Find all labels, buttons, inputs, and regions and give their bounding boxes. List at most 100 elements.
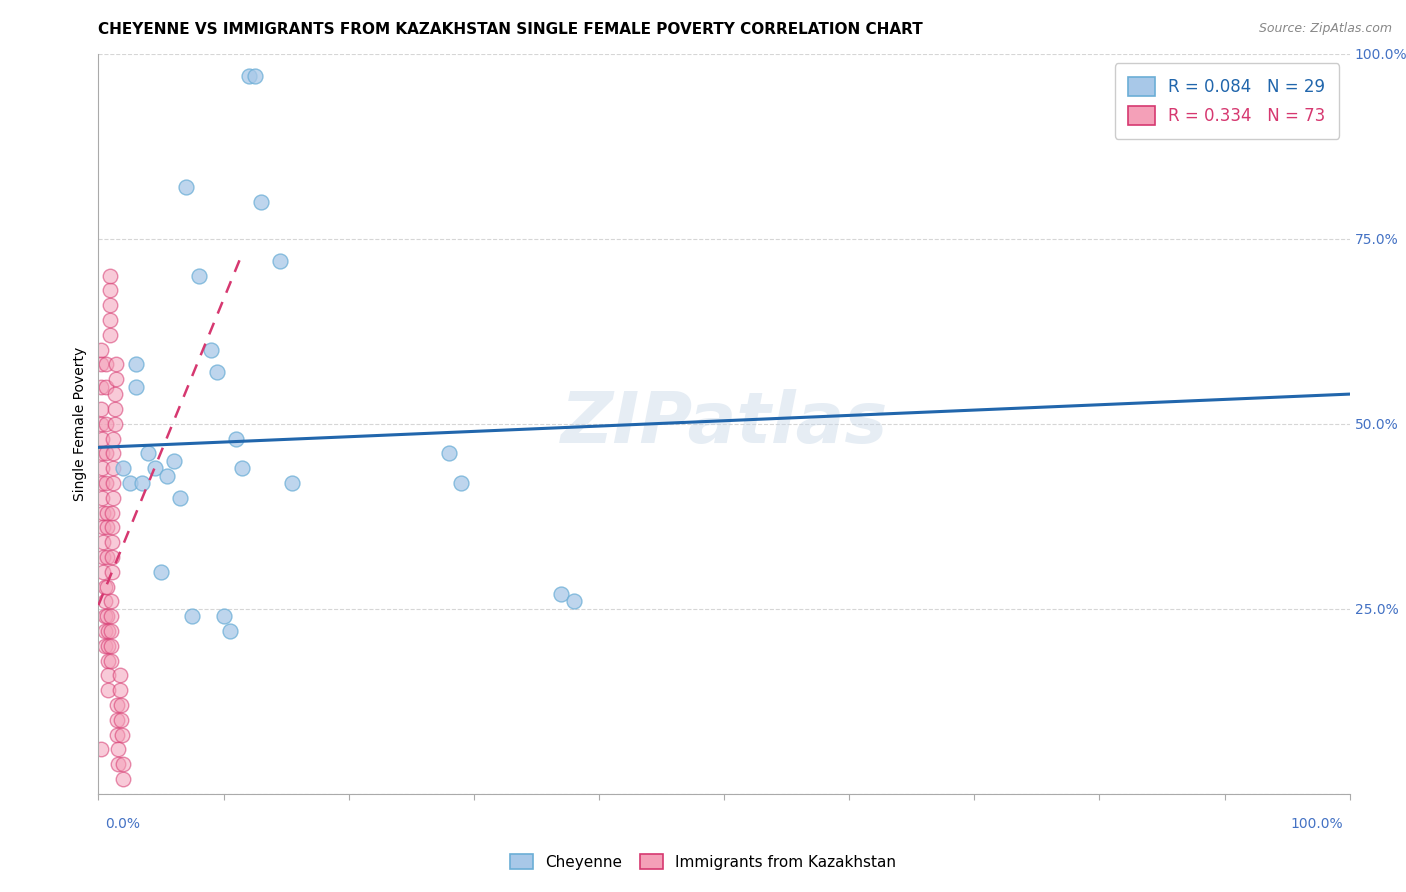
Point bbox=[143, 461, 166, 475]
Point bbox=[94, 417, 117, 431]
Point bbox=[110, 698, 132, 712]
Point bbox=[94, 446, 117, 460]
Point bbox=[112, 461, 135, 475]
Point bbox=[91, 491, 114, 505]
Text: 0.0%: 0.0% bbox=[105, 817, 141, 830]
Point bbox=[250, 194, 273, 209]
Point bbox=[550, 587, 572, 601]
Point bbox=[174, 179, 197, 194]
Legend: Cheyenne, Immigrants from Kazakhstan: Cheyenne, Immigrants from Kazakhstan bbox=[502, 846, 904, 877]
Point bbox=[97, 668, 120, 682]
Point bbox=[97, 654, 120, 668]
Point bbox=[93, 549, 115, 564]
Point bbox=[107, 757, 129, 772]
Point bbox=[101, 520, 124, 534]
Point bbox=[100, 609, 122, 624]
Point bbox=[269, 253, 291, 268]
Point bbox=[91, 461, 114, 475]
Point bbox=[105, 698, 128, 712]
Point bbox=[93, 624, 115, 638]
Point bbox=[96, 580, 118, 594]
Point bbox=[97, 624, 120, 638]
Point bbox=[98, 313, 121, 327]
Point bbox=[98, 284, 121, 298]
Point bbox=[97, 639, 120, 653]
Point bbox=[125, 358, 148, 372]
Point bbox=[131, 475, 153, 490]
Point bbox=[138, 446, 160, 460]
Point bbox=[101, 549, 124, 564]
Point bbox=[207, 365, 229, 379]
Point bbox=[97, 683, 120, 698]
Point bbox=[108, 683, 131, 698]
Point bbox=[281, 475, 304, 490]
Point bbox=[156, 468, 179, 483]
Point bbox=[93, 565, 115, 579]
Legend: R = 0.084   N = 29, R = 0.334   N = 73: R = 0.084 N = 29, R = 0.334 N = 73 bbox=[1115, 63, 1339, 138]
Point bbox=[94, 358, 117, 372]
Point bbox=[103, 432, 125, 446]
Point bbox=[103, 446, 125, 460]
Point bbox=[110, 713, 132, 727]
Text: ZIPatlas: ZIPatlas bbox=[561, 389, 887, 458]
Point bbox=[108, 668, 131, 682]
Point bbox=[91, 475, 114, 490]
Point bbox=[125, 380, 148, 394]
Point bbox=[96, 520, 118, 534]
Point bbox=[103, 475, 125, 490]
Point bbox=[94, 475, 117, 490]
Point bbox=[218, 624, 240, 638]
Point bbox=[181, 609, 204, 624]
Text: Source: ZipAtlas.com: Source: ZipAtlas.com bbox=[1258, 22, 1392, 36]
Point bbox=[111, 728, 134, 742]
Point bbox=[238, 69, 260, 83]
Point bbox=[91, 432, 114, 446]
Point bbox=[104, 417, 127, 431]
Point bbox=[105, 713, 128, 727]
Point bbox=[93, 520, 115, 534]
Point bbox=[90, 380, 112, 394]
Text: CHEYENNE VS IMMIGRANTS FROM KAZAKHSTAN SINGLE FEMALE POVERTY CORRELATION CHART: CHEYENNE VS IMMIGRANTS FROM KAZAKHSTAN S… bbox=[98, 22, 924, 37]
Point bbox=[90, 358, 112, 372]
Point bbox=[90, 343, 112, 357]
Point bbox=[437, 446, 460, 460]
Point bbox=[103, 461, 125, 475]
Point bbox=[112, 772, 135, 786]
Point bbox=[93, 506, 115, 520]
Point bbox=[93, 609, 115, 624]
Point bbox=[90, 401, 112, 416]
Point bbox=[562, 594, 585, 608]
Point bbox=[101, 506, 124, 520]
Point bbox=[98, 327, 121, 342]
Point bbox=[450, 475, 472, 490]
Point bbox=[169, 491, 191, 505]
Y-axis label: Single Female Poverty: Single Female Poverty bbox=[73, 347, 87, 500]
Point bbox=[101, 565, 124, 579]
Point bbox=[100, 594, 122, 608]
Point bbox=[90, 417, 112, 431]
Point bbox=[104, 387, 127, 401]
Point bbox=[105, 728, 128, 742]
Point bbox=[225, 432, 247, 446]
Point bbox=[100, 639, 122, 653]
Point bbox=[107, 742, 129, 756]
Point bbox=[98, 298, 121, 312]
Point bbox=[96, 549, 118, 564]
Point bbox=[118, 475, 141, 490]
Point bbox=[103, 491, 125, 505]
Point bbox=[162, 453, 184, 467]
Point bbox=[112, 757, 135, 772]
Point bbox=[100, 624, 122, 638]
Point bbox=[187, 268, 209, 283]
Point bbox=[150, 565, 173, 579]
Point bbox=[90, 742, 112, 756]
Point bbox=[98, 268, 121, 283]
Point bbox=[94, 380, 117, 394]
Point bbox=[100, 654, 122, 668]
Point bbox=[101, 535, 124, 549]
Point bbox=[91, 446, 114, 460]
Point bbox=[104, 401, 127, 416]
Point bbox=[93, 594, 115, 608]
Point bbox=[96, 609, 118, 624]
Point bbox=[93, 580, 115, 594]
